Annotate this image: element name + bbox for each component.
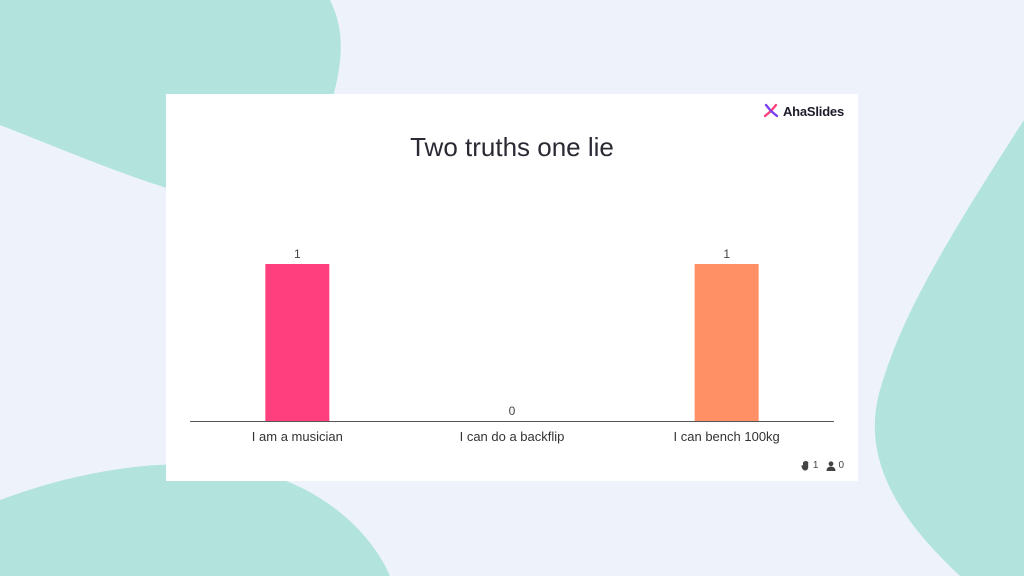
brand-logo: AhaSlides — [763, 102, 844, 120]
slide-footer: 1 0 — [801, 460, 844, 471]
teal-blob-right — [874, 120, 1024, 576]
person-icon — [826, 460, 836, 471]
slide-card: AhaSlides Two truths one lie 1 I am a mus… — [166, 94, 858, 481]
data-label-2: 0 — [509, 404, 516, 418]
slide-title: Two truths one lie — [410, 132, 614, 162]
category-label-1: I am a musician — [252, 429, 343, 444]
reaction-count: 1 — [801, 460, 819, 471]
participant-count: 0 — [826, 460, 844, 471]
reaction-count-value: 1 — [812, 460, 819, 471]
data-label-3: 1 — [723, 247, 730, 261]
bar-3 — [694, 264, 759, 421]
data-label-1: 1 — [294, 247, 301, 261]
category-label-2: I can do a backflip — [460, 429, 565, 444]
teal-blob-bottom-left — [0, 464, 390, 576]
ahaslides-logo-icon — [763, 103, 779, 118]
brand-name: AhaSlides — [782, 103, 844, 119]
bar-1 — [265, 264, 330, 421]
participant-count-value: 0 — [838, 460, 844, 471]
category-label-3: I can bench 100kg — [674, 429, 780, 444]
hand-icon — [801, 460, 809, 471]
bar-chart: 1 I am a musician 0 I can do a backflip 1 I c… — [190, 247, 834, 444]
